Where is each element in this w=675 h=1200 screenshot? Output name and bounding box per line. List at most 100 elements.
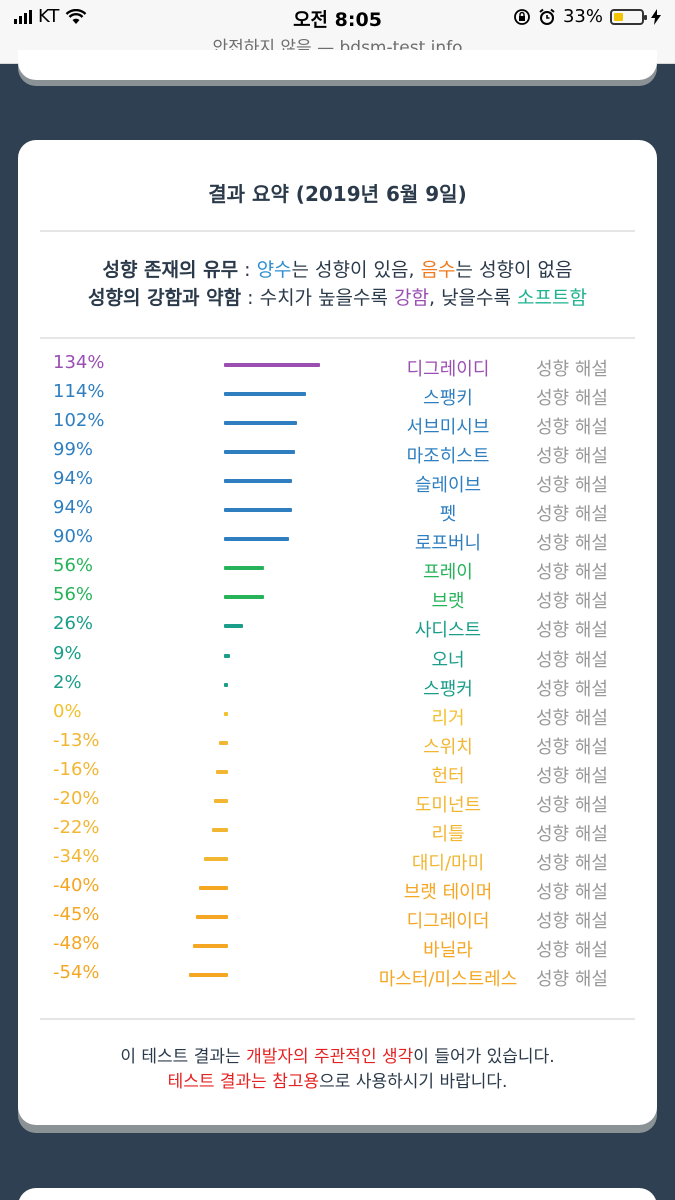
result-bar	[224, 537, 289, 542]
result-row: 2% 스팽커 성향 해설	[18, 668, 657, 700]
result-percent: 114%	[53, 381, 105, 403]
explanation-link[interactable]: 성향 해설	[536, 533, 608, 555]
result-name-link[interactable]: 스위치	[423, 736, 473, 758]
explanation-link[interactable]: 성향 해설	[536, 359, 608, 380]
result-name-link[interactable]: 리틀	[431, 823, 465, 845]
disclaimer-line-2: 테스트 결과는 참고용으로 사용하시기 바랍니다.	[18, 1067, 657, 1092]
result-row: -16% 헌터 성향 해설	[18, 755, 657, 787]
legend-strong: 강함	[394, 287, 429, 309]
explanation-link[interactable]: 성향 해설	[536, 649, 608, 671]
result-row: 94% 펫 성향 해설	[18, 493, 657, 525]
alarm-icon	[539, 8, 555, 25]
result-percent: 99%	[53, 439, 94, 461]
carrier-label: KT	[38, 6, 60, 27]
result-percent: 0%	[53, 700, 82, 722]
result-name-link[interactable]: 오너	[431, 649, 465, 671]
explanation-link[interactable]: 성향 해설	[536, 881, 608, 903]
explanation-link[interactable]: 성향 해설	[536, 852, 608, 874]
legend-sep: :	[238, 259, 257, 281]
result-row: -13% 스위치 성향 해설	[18, 726, 657, 758]
result-bar	[224, 566, 265, 571]
disclaimer-line-1: 이 테스트 결과는 개발자의 주관적인 생각이 들어가 있습니다.	[18, 1042, 657, 1067]
result-name-link[interactable]: 디그레이더	[406, 910, 490, 932]
result-bar	[218, 740, 228, 745]
result-percent: 134%	[53, 352, 105, 373]
result-row: -22% 리틀 성향 해설	[18, 813, 657, 845]
explanation-link[interactable]: 성향 해설	[536, 620, 608, 642]
result-percent: -34%	[53, 845, 100, 867]
result-name-link[interactable]: 마스터/미스트레스	[378, 969, 518, 991]
explanation-link[interactable]: 성향 해설	[536, 794, 608, 816]
result-row: 99% 마조히스트 성향 해설	[18, 435, 657, 467]
result-row: -34% 대디/마미 성향 해설	[18, 842, 657, 874]
rotation-lock-icon	[514, 8, 530, 25]
legend-label: 성향 존재의 유무	[102, 259, 239, 281]
result-name-link[interactable]: 도미넌트	[414, 794, 482, 816]
note-highlight: 개발자의 주관적인 생각	[246, 1047, 414, 1067]
result-percent: -16%	[53, 758, 100, 780]
result-bar	[213, 798, 228, 803]
previous-card	[18, 50, 657, 80]
note-text: 으로 사용하시기 바랍니다.	[319, 1072, 508, 1092]
result-name-link[interactable]: 브랫	[431, 591, 465, 613]
divider	[40, 337, 635, 339]
result-percent: 90%	[53, 526, 94, 548]
explanation-link[interactable]: 성향 해설	[536, 823, 608, 845]
result-name-link[interactable]: 바닐라	[423, 940, 473, 961]
result-percent: 102%	[53, 410, 105, 432]
result-name-link[interactable]: 마조히스트	[406, 446, 490, 468]
result-percent: 2%	[53, 671, 82, 693]
explanation-link[interactable]: 성향 해설	[536, 940, 608, 961]
result-name-link[interactable]: 프레이	[423, 562, 473, 584]
result-name-link[interactable]: 헌터	[431, 765, 465, 787]
explanation-link[interactable]: 성향 해설	[536, 591, 608, 613]
result-percent: -22%	[53, 816, 100, 838]
legend-label: 성향의 강함과 약함	[88, 287, 242, 309]
status-time: 오전 8:05	[293, 9, 382, 31]
explanation-link[interactable]: 성향 해설	[536, 910, 608, 932]
status-right: 33%	[513, 6, 661, 27]
explanation-link[interactable]: 성향 해설	[536, 969, 608, 991]
result-row: 114% 스팽키 성향 해설	[18, 377, 657, 409]
result-name-link[interactable]: 슬레이브	[414, 475, 482, 497]
legend-positive: 양수	[256, 259, 292, 281]
explanation-link[interactable]: 성향 해설	[536, 504, 608, 526]
result-row: 90% 로프버니 성향 해설	[18, 522, 657, 554]
explanation-link[interactable]: 성향 해설	[536, 475, 608, 497]
carrier-group: KT	[14, 6, 87, 27]
result-row: 56% 브랫 성향 해설	[18, 580, 657, 612]
explanation-link[interactable]: 성향 해설	[536, 562, 608, 584]
result-name-link[interactable]: 사디스트	[414, 620, 482, 642]
result-name-link[interactable]: 로프버니	[414, 533, 482, 555]
legend-text: , 낮을수록	[429, 287, 518, 309]
result-name-link[interactable]: 스팽커	[423, 678, 473, 700]
divider	[40, 230, 635, 232]
result-name-link[interactable]: 디그레이디	[406, 359, 490, 380]
result-bar	[189, 973, 228, 978]
result-name-link[interactable]: 리거	[431, 707, 465, 729]
result-percent: 26%	[53, 613, 94, 635]
explanation-link[interactable]: 성향 해설	[536, 736, 608, 758]
explanation-link[interactable]: 성향 해설	[536, 678, 608, 700]
legend-text: 는 성향이 없음	[455, 259, 573, 281]
explanation-link[interactable]: 성향 해설	[536, 707, 608, 729]
result-row: 56% 프레이 성향 해설	[18, 551, 657, 583]
result-name-link[interactable]: 브랫 테이머	[403, 881, 493, 903]
result-name-link[interactable]: 서브미시브	[406, 417, 490, 439]
result-row: -54% 마스터/미스트레스 성향 해설	[18, 958, 657, 990]
result-bar	[193, 944, 228, 948]
legend-text: 는 성향이 있음,	[291, 259, 421, 281]
explanation-link[interactable]: 성향 해설	[536, 417, 608, 439]
result-percent: -54%	[53, 962, 100, 984]
result-name-link[interactable]: 펫	[439, 504, 457, 526]
result-percent: -48%	[53, 933, 100, 954]
status-bar: KT 오전 8:05 33%	[0, 0, 675, 34]
next-card	[18, 1188, 657, 1200]
explanation-link[interactable]: 성향 해설	[536, 446, 608, 468]
explanation-link[interactable]: 성향 해설	[536, 388, 608, 410]
result-row: 26% 사디스트 성향 해설	[18, 609, 657, 641]
result-name-link[interactable]: 대디/마미	[411, 852, 485, 874]
result-name-link[interactable]: 스팽키	[423, 388, 473, 410]
explanation-link[interactable]: 성향 해설	[536, 765, 608, 787]
result-percent: -40%	[53, 874, 100, 896]
